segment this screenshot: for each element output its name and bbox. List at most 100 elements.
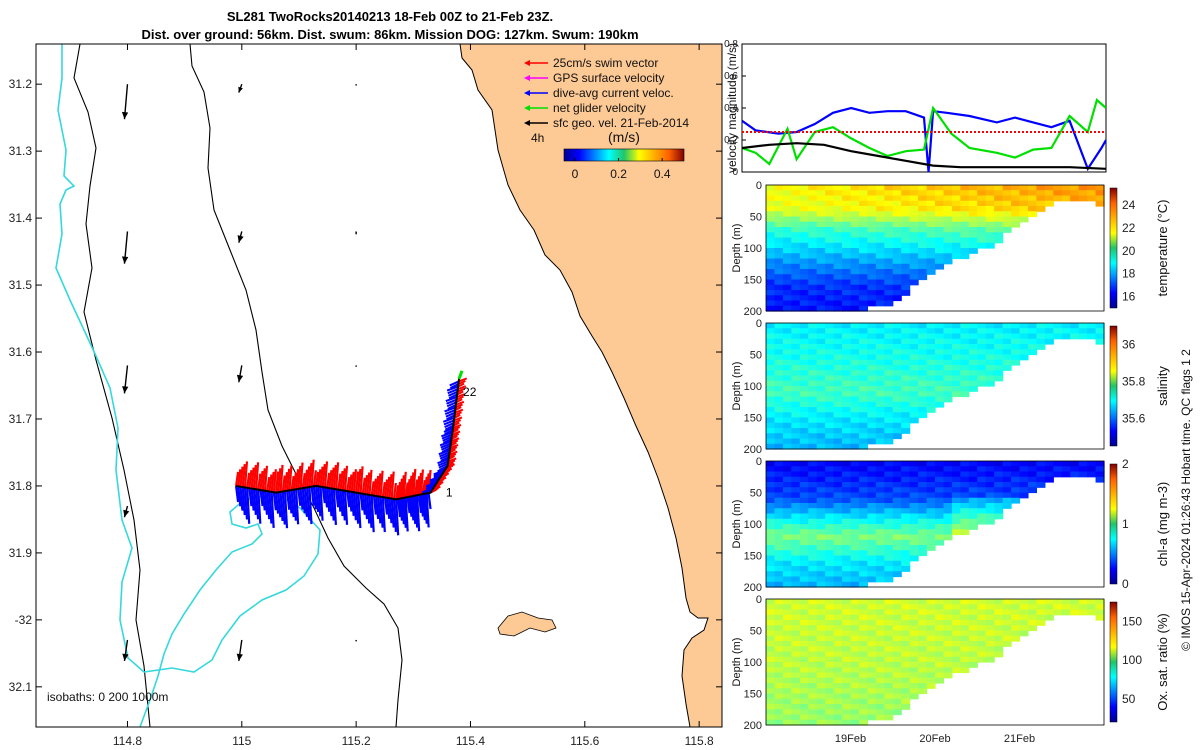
section-cell <box>1061 604 1071 611</box>
section-cell <box>808 534 818 541</box>
section-cell <box>884 620 894 626</box>
section-cell <box>766 497 776 504</box>
section-cell <box>1011 200 1021 207</box>
section-cell <box>1002 190 1012 197</box>
section-cell <box>782 550 792 557</box>
section-cell <box>918 604 928 611</box>
section-cell <box>808 328 818 335</box>
section-cell <box>1011 211 1021 218</box>
section-cell <box>782 263 792 270</box>
section-cell <box>875 380 885 387</box>
section-cell <box>850 396 860 403</box>
section-cell <box>782 237 792 244</box>
section-cell <box>951 328 961 335</box>
section-cell <box>850 503 860 509</box>
section-cell <box>774 263 784 270</box>
section-cell <box>850 185 860 191</box>
section-cell <box>799 185 809 191</box>
section-cell <box>791 482 801 488</box>
section-cell <box>960 503 970 509</box>
section-cell <box>875 529 885 536</box>
section-cell <box>858 698 868 705</box>
section-cell <box>901 391 911 398</box>
section-cell <box>909 503 919 509</box>
swim-vector <box>457 387 465 393</box>
section-cell <box>1070 599 1080 605</box>
section-cell <box>909 529 919 536</box>
section-cell <box>935 482 945 488</box>
section-cell <box>892 555 902 562</box>
section-cell <box>892 698 902 705</box>
section-cell <box>799 709 809 716</box>
section-cell <box>782 401 792 408</box>
section-cell <box>833 443 843 450</box>
section-cell <box>943 380 953 387</box>
section-cell <box>994 508 1004 515</box>
section-cell <box>808 550 818 557</box>
section-cell <box>994 190 1004 197</box>
section-cell <box>799 380 809 387</box>
section-cell <box>842 380 852 387</box>
section-cell <box>901 284 911 291</box>
section-cell <box>799 497 809 504</box>
section-cell <box>816 237 826 244</box>
section-cell <box>875 566 885 572</box>
section-cell <box>935 625 945 632</box>
section-cell <box>808 461 818 467</box>
section-cell <box>884 417 894 424</box>
section-cell <box>909 237 919 244</box>
section-cell <box>968 662 978 668</box>
section-cell <box>774 646 784 653</box>
section-cell <box>875 401 885 408</box>
section-cell <box>926 662 936 668</box>
section-cell <box>825 482 835 488</box>
section-cell <box>791 185 801 191</box>
section-cell <box>977 200 987 207</box>
section-cell <box>791 211 801 218</box>
geo-arrow-head <box>237 235 244 243</box>
section-cell <box>884 641 894 647</box>
section-cell <box>816 333 826 340</box>
section-cell <box>833 693 843 700</box>
dive-avg-vector <box>326 487 331 512</box>
section-cell <box>968 190 978 197</box>
section-cell <box>774 529 784 536</box>
section-cell <box>825 365 835 371</box>
section-cell <box>951 253 961 260</box>
section-cell <box>909 651 919 658</box>
section-cell <box>850 279 860 286</box>
section-cell <box>977 497 987 504</box>
section-cell <box>909 497 919 504</box>
section-cell <box>816 581 826 588</box>
section-cell <box>1036 338 1046 345</box>
swim-vector <box>454 408 464 414</box>
section-cell <box>968 599 978 605</box>
section-cell <box>816 386 826 392</box>
section-cell <box>884 190 894 197</box>
section-cell <box>884 599 894 605</box>
section-cell <box>791 714 801 721</box>
section-cell <box>918 269 928 275</box>
section-cell <box>808 524 818 530</box>
section-cell <box>833 662 843 668</box>
section-cell <box>892 492 902 499</box>
section-cell <box>842 646 852 653</box>
section-cell <box>909 200 919 207</box>
section-cell <box>985 323 995 329</box>
section-cell <box>1061 609 1071 616</box>
section-cell <box>867 476 877 483</box>
section-cell <box>1044 190 1054 197</box>
section-cell <box>960 221 970 228</box>
section-cell <box>1027 323 1037 329</box>
section-cell <box>774 683 784 689</box>
map-frame <box>35 43 723 728</box>
section-cell <box>808 386 818 392</box>
section-cell <box>994 630 1004 637</box>
section-cell <box>1053 604 1063 611</box>
section-cell <box>858 300 868 307</box>
section-cell <box>918 625 928 632</box>
section-cell <box>850 581 860 588</box>
swim-vector <box>312 470 317 487</box>
section-cell <box>816 349 826 356</box>
